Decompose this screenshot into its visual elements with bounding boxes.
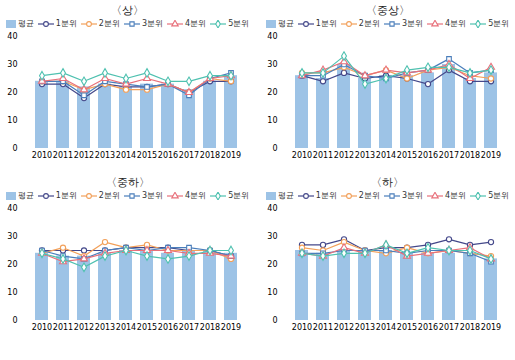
html-text:1분위: 1분위 [55, 191, 77, 200]
svg-text:2010: 2010 [32, 151, 52, 160]
svg-text:20: 20 [7, 260, 17, 269]
html-text:2분위: 2분위 [358, 191, 380, 200]
html-text:평균: 평균 [17, 19, 34, 28]
html-text:4분위: 4분위 [185, 191, 207, 200]
html-text:5분위: 5분위 [488, 191, 510, 200]
svg-text:2018: 2018 [460, 323, 480, 332]
svg-text:0: 0 [12, 316, 17, 325]
svg-text:30: 30 [267, 232, 277, 241]
html-text:2분위: 2분위 [98, 19, 120, 28]
svg-text:10: 10 [7, 288, 17, 297]
svg-text:2019: 2019 [221, 151, 241, 160]
svg-text:2011: 2011 [313, 323, 333, 332]
html-text:2분위: 2분위 [98, 191, 120, 200]
svg-text:2011: 2011 [313, 151, 333, 160]
svg-text:2013: 2013 [95, 151, 115, 160]
svg-text:2017: 2017 [179, 323, 199, 332]
html-text:1분위: 1분위 [315, 19, 337, 28]
svg-text:2011: 2011 [53, 323, 73, 332]
svg-text:30: 30 [7, 232, 17, 241]
svg-text:2014: 2014 [376, 151, 396, 160]
html-text:5분위: 5분위 [228, 191, 250, 200]
svg-text:2019: 2019 [221, 323, 241, 332]
svg-text:2018: 2018 [460, 151, 480, 160]
svg-text:2015: 2015 [397, 323, 417, 332]
html-text:3분위: 3분위 [142, 19, 163, 28]
html-text:1분위: 1분위 [55, 19, 77, 28]
svg-text:2013: 2013 [355, 151, 375, 160]
svg-text:30: 30 [267, 60, 277, 69]
html-text:2분위: 2분위 [358, 19, 380, 28]
svg-text:2010: 2010 [292, 151, 312, 160]
svg-text:40: 40 [7, 204, 17, 213]
svg-text:10: 10 [267, 288, 277, 297]
svg-text:2013: 2013 [355, 323, 375, 332]
svg-text:2016: 2016 [418, 323, 438, 332]
svg-text:2014: 2014 [376, 323, 396, 332]
html-text:3분위: 3분위 [402, 191, 423, 200]
html-text:〈중상〉: 〈중상〉 [365, 4, 410, 17]
svg-text:2016: 2016 [158, 323, 178, 332]
svg-text:2016: 2016 [418, 151, 438, 160]
html-text:3분위: 3분위 [142, 191, 163, 200]
html-text:4분위: 4분위 [185, 19, 207, 28]
html-text:평균: 평균 [17, 191, 34, 200]
svg-text:0: 0 [12, 144, 17, 153]
svg-text:2010: 2010 [32, 323, 52, 332]
svg-text:2018: 2018 [200, 323, 220, 332]
svg-text:2019: 2019 [481, 323, 501, 332]
svg-text:2019: 2019 [481, 151, 501, 160]
svg-text:40: 40 [7, 32, 17, 41]
svg-text:20: 20 [7, 88, 17, 97]
svg-text:40: 40 [267, 204, 277, 213]
html-text:5분위: 5분위 [228, 19, 250, 28]
html-text:〈상〉: 〈상〉 [111, 4, 144, 17]
svg-text:2015: 2015 [137, 151, 157, 160]
svg-text:10: 10 [267, 116, 277, 125]
svg-text:2017: 2017 [439, 323, 459, 332]
html-text:평균: 평균 [277, 191, 294, 200]
svg-text:0: 0 [272, 144, 277, 153]
html-text:〈중하〉: 〈중하〉 [105, 176, 150, 189]
svg-text:2014: 2014 [116, 151, 136, 160]
svg-text:10: 10 [7, 116, 17, 125]
svg-text:2012: 2012 [74, 323, 94, 332]
html-text:평균: 평균 [277, 19, 294, 28]
svg-text:20: 20 [267, 88, 277, 97]
svg-text:2015: 2015 [397, 151, 417, 160]
svg-text:2012: 2012 [74, 151, 94, 160]
svg-text:2013: 2013 [95, 323, 115, 332]
svg-text:40: 40 [267, 32, 277, 41]
html-text:4분위: 4분위 [445, 191, 467, 200]
svg-text:2015: 2015 [137, 323, 157, 332]
html-text:4분위: 4분위 [445, 19, 467, 28]
html-text:5분위: 5분위 [488, 19, 510, 28]
svg-text:2010: 2010 [292, 323, 312, 332]
svg-text:2012: 2012 [334, 323, 354, 332]
svg-text:2011: 2011 [53, 151, 73, 160]
svg-text:2014: 2014 [116, 323, 136, 332]
svg-text:2016: 2016 [158, 151, 178, 160]
html-text:3분위: 3분위 [402, 19, 423, 28]
svg-text:2018: 2018 [200, 151, 220, 160]
svg-text:2017: 2017 [439, 151, 459, 160]
html-text:1분위: 1분위 [315, 191, 337, 200]
svg-text:2012: 2012 [334, 151, 354, 160]
svg-text:0: 0 [272, 316, 277, 325]
svg-text:2017: 2017 [179, 151, 199, 160]
html-text:〈하〉: 〈하〉 [371, 176, 404, 189]
svg-text:30: 30 [7, 60, 17, 69]
svg-text:20: 20 [267, 260, 277, 269]
